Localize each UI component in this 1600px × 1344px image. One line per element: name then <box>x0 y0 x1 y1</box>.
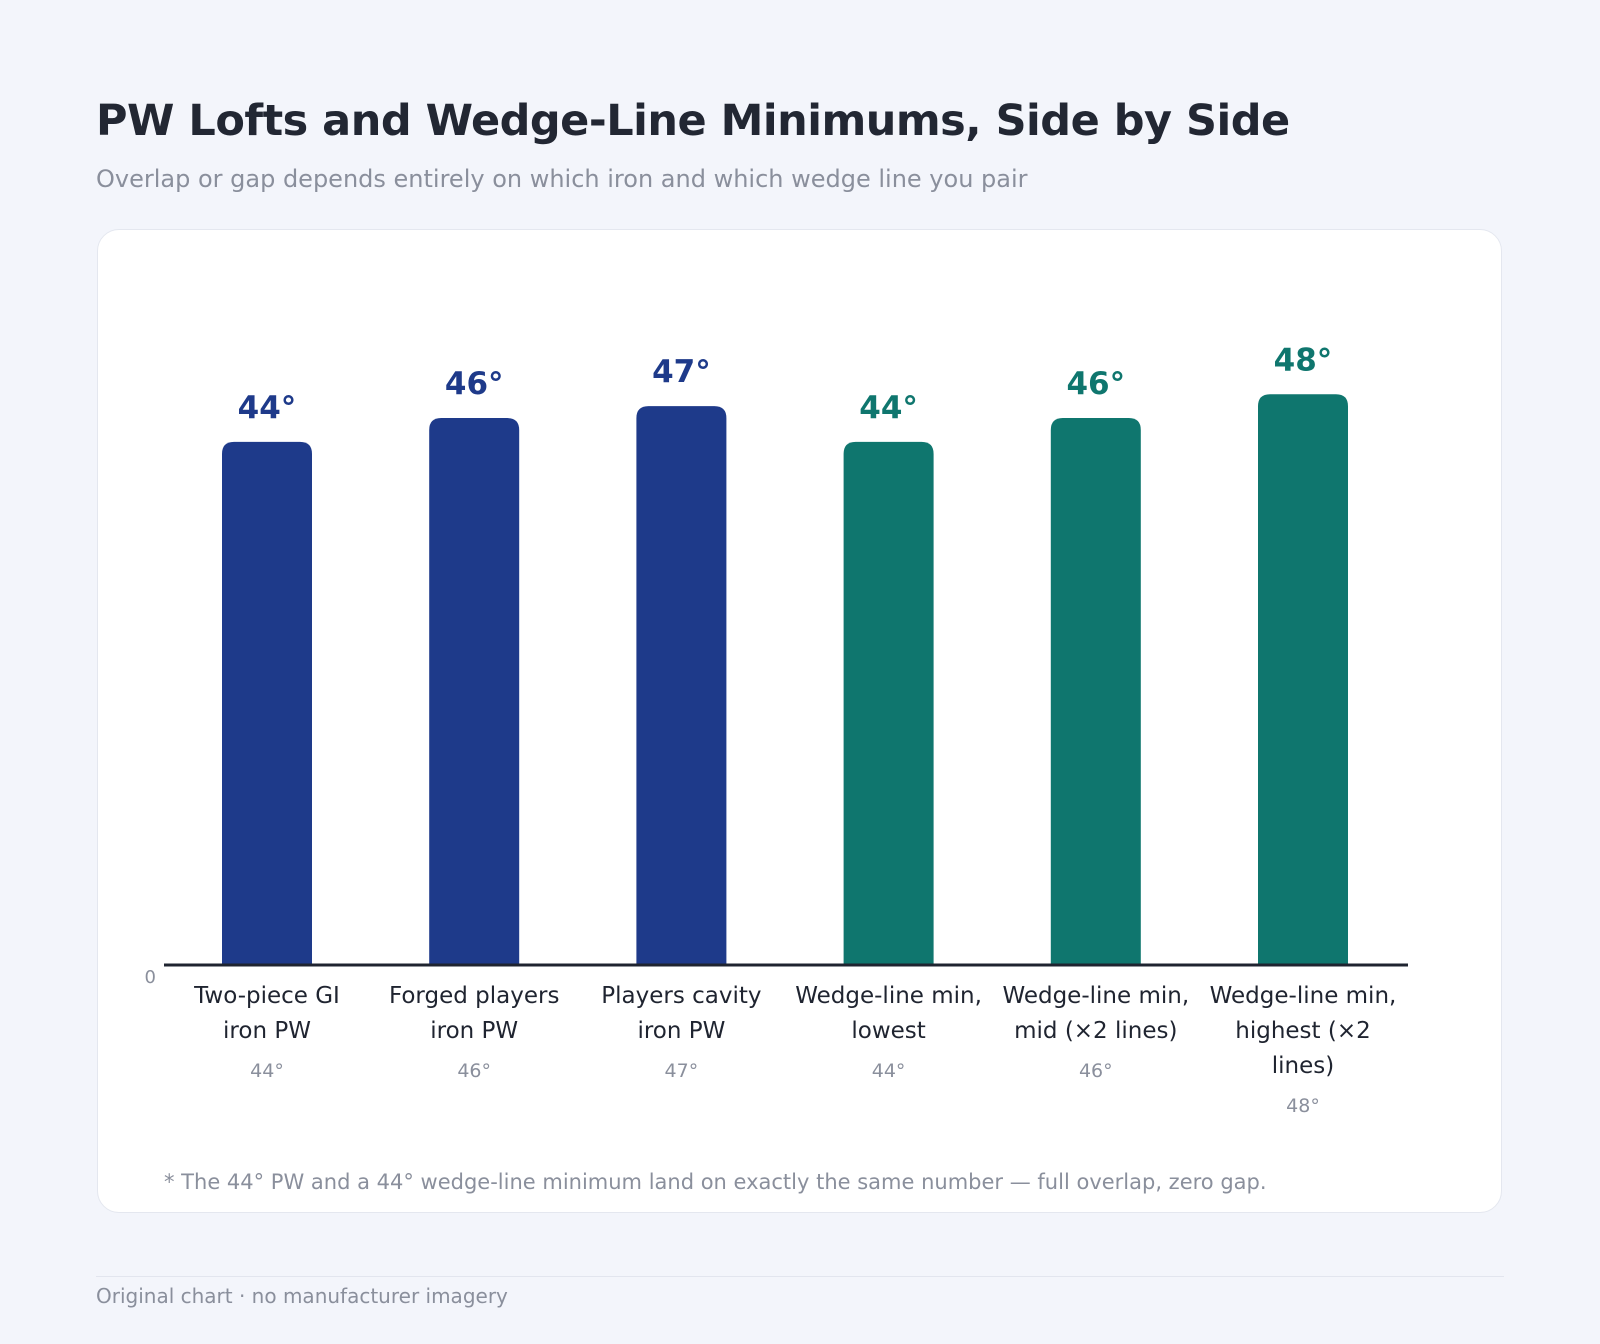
bar-value-label-2: 46° <box>445 366 504 402</box>
category-label-6-line-3: lines) <box>1272 1053 1334 1079</box>
chart-subtitle: Overlap or gap depends entirely on which… <box>96 165 1028 193</box>
category-label-5-line-1: Wedge-line min, <box>1002 983 1189 1009</box>
category-label-4-line-1: Wedge-line min, <box>795 983 982 1009</box>
category-label-6-line-1: Wedge-line min, <box>1210 983 1397 1009</box>
category-label-1-line-2: iron PW <box>223 1018 311 1044</box>
category-sublabel-3: 47° <box>665 1060 699 1082</box>
category-label-3-line-2: iron PW <box>637 1018 725 1044</box>
category-label-6-line-2: highest (×2 <box>1235 1018 1370 1044</box>
chart-footnote: * The 44° PW and a 44° wedge-line minimu… <box>164 1170 1267 1194</box>
bar-6 <box>1258 394 1348 965</box>
category-sublabel-6: 48° <box>1286 1095 1320 1117</box>
category-label-2-line-1: Forged players <box>389 983 559 1009</box>
category-label-1-line-1: Two-piece GI <box>193 983 340 1009</box>
bar-2 <box>429 418 520 965</box>
category-sublabel-5: 46° <box>1079 1060 1113 1082</box>
category-sublabel-2: 46° <box>457 1060 491 1082</box>
category-label-5-line-2: mid (×2 lines) <box>1014 1018 1177 1044</box>
footer-credit: Original chart · no manufacturer imagery <box>96 1284 508 1308</box>
category-sublabel-4: 44° <box>872 1060 906 1082</box>
bar-3 <box>636 406 727 965</box>
bar-chart: 44° Two-piece GI iron PW 44° 46° Forged playe… <box>145 342 1408 1117</box>
bar-4 <box>843 441 934 966</box>
category-label-2-line-2: iron PW <box>430 1018 518 1044</box>
chart-card: 44° Two-piece GI iron PW 44° 46° Forged playe… <box>97 229 1502 1213</box>
category-label-4-line-2: lowest <box>851 1018 925 1044</box>
bar-value-label-4: 44° <box>859 390 918 426</box>
bar-value-label-1: 44° <box>238 390 297 426</box>
bar-value-label-6: 48° <box>1274 342 1333 378</box>
bar-5 <box>1050 418 1141 965</box>
bar-value-label-3: 47° <box>652 354 711 390</box>
category-label-3-line-1: Players cavity <box>601 983 761 1009</box>
bar-1 <box>222 441 312 966</box>
footer-divider <box>96 1276 1504 1277</box>
y-tick-label-0: 0 <box>145 967 156 988</box>
category-sublabel-1: 44° <box>250 1060 284 1082</box>
bar-value-label-5: 46° <box>1066 366 1125 402</box>
chart-title: PW Lofts and Wedge-Line Minimums, Side b… <box>96 96 1290 146</box>
